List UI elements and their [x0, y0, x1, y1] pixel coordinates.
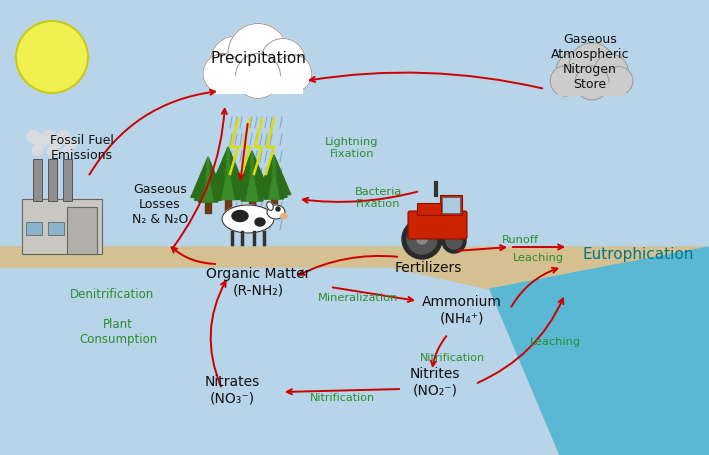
Polygon shape: [212, 158, 244, 198]
Ellipse shape: [35, 138, 47, 149]
Bar: [67, 207, 97, 254]
Circle shape: [274, 56, 312, 93]
Polygon shape: [241, 172, 263, 202]
Ellipse shape: [65, 138, 77, 149]
Polygon shape: [191, 157, 225, 198]
Polygon shape: [0, 248, 709, 455]
Polygon shape: [269, 173, 279, 200]
Bar: [417, 203, 441, 216]
Circle shape: [276, 207, 280, 212]
Polygon shape: [264, 173, 284, 200]
Text: Lightning
Fixation: Lightning Fixation: [325, 137, 379, 158]
Bar: [26, 222, 42, 236]
Text: Leaching: Leaching: [530, 336, 581, 346]
Text: Nitrification: Nitrification: [420, 352, 484, 362]
Circle shape: [16, 22, 88, 94]
Circle shape: [575, 66, 609, 101]
Text: Precipitation: Precipitation: [210, 51, 306, 66]
Circle shape: [594, 55, 628, 89]
Polygon shape: [203, 157, 213, 198]
Polygon shape: [203, 167, 213, 201]
Ellipse shape: [42, 131, 56, 144]
Text: Bacteria
Fixation: Bacteria Fixation: [354, 187, 401, 208]
Polygon shape: [246, 172, 258, 202]
Polygon shape: [203, 176, 213, 202]
Ellipse shape: [32, 147, 42, 156]
Bar: [63, 160, 72, 202]
Polygon shape: [198, 176, 218, 202]
Text: Gaseous
Atmospheric
Nitrogen
Store: Gaseous Atmospheric Nitrogen Store: [551, 33, 630, 91]
Polygon shape: [261, 164, 287, 198]
Polygon shape: [208, 148, 248, 195]
Bar: [48, 222, 64, 236]
Polygon shape: [269, 164, 279, 198]
Polygon shape: [216, 169, 240, 200]
Polygon shape: [222, 169, 234, 200]
Text: Eutrophication: Eutrophication: [582, 247, 693, 262]
Polygon shape: [269, 156, 279, 195]
Bar: [48, 160, 57, 202]
Text: Fossil Fuel
Emissions: Fossil Fuel Emissions: [50, 134, 114, 162]
Bar: [442, 197, 460, 213]
Circle shape: [228, 25, 288, 84]
Bar: [205, 197, 211, 213]
Ellipse shape: [232, 211, 248, 222]
Text: Ammonium
(NH₄⁺): Ammonium (NH₄⁺): [422, 294, 502, 324]
Ellipse shape: [267, 206, 285, 219]
Ellipse shape: [47, 147, 57, 156]
Bar: [225, 194, 231, 212]
Polygon shape: [194, 167, 221, 201]
Ellipse shape: [267, 202, 273, 211]
Text: Denitrification: Denitrification: [70, 288, 154, 301]
Circle shape: [569, 44, 615, 89]
Text: Gaseous
Losses
N₂ & N₂O: Gaseous Losses N₂ & N₂O: [132, 183, 188, 226]
Ellipse shape: [50, 138, 62, 149]
Text: Organic Matter
(R-NH₂): Organic Matter (R-NH₂): [206, 266, 311, 297]
Circle shape: [407, 224, 437, 254]
Polygon shape: [233, 152, 271, 197]
Bar: [271, 194, 277, 210]
Bar: [213, 77, 303, 94]
Ellipse shape: [255, 218, 265, 227]
Bar: [558, 84, 626, 97]
Text: Mineralization: Mineralization: [318, 293, 398, 302]
Ellipse shape: [27, 131, 41, 144]
Text: Nitrites
(NO₂⁻): Nitrites (NO₂⁻): [410, 366, 460, 396]
Circle shape: [203, 55, 243, 94]
Bar: [440, 196, 462, 216]
Circle shape: [556, 53, 594, 91]
Polygon shape: [246, 162, 258, 200]
Text: Nitrates
(NO₃⁻): Nitrates (NO₃⁻): [204, 374, 259, 404]
Circle shape: [446, 233, 462, 249]
Circle shape: [235, 55, 281, 99]
Text: Leaching: Leaching: [513, 253, 564, 263]
Circle shape: [402, 219, 442, 259]
Polygon shape: [237, 162, 267, 200]
Polygon shape: [222, 148, 234, 195]
Polygon shape: [222, 158, 234, 198]
Circle shape: [260, 40, 306, 84]
Circle shape: [442, 229, 466, 253]
Circle shape: [604, 67, 633, 96]
Ellipse shape: [281, 214, 288, 219]
Polygon shape: [490, 248, 709, 455]
Ellipse shape: [62, 147, 72, 156]
Bar: [33, 160, 42, 202]
Text: Plant
Consumption: Plant Consumption: [79, 317, 157, 345]
Bar: [22, 200, 102, 254]
Circle shape: [417, 234, 427, 244]
Polygon shape: [257, 156, 291, 195]
Circle shape: [211, 37, 260, 87]
Ellipse shape: [222, 206, 274, 233]
Circle shape: [550, 66, 581, 97]
Text: Runoff: Runoff: [501, 234, 539, 244]
Bar: [249, 196, 255, 213]
Text: Fertilizers: Fertilizers: [394, 260, 462, 274]
FancyBboxPatch shape: [408, 212, 467, 239]
Ellipse shape: [57, 131, 71, 144]
Text: Nitrification: Nitrification: [309, 392, 374, 402]
Polygon shape: [246, 152, 258, 197]
